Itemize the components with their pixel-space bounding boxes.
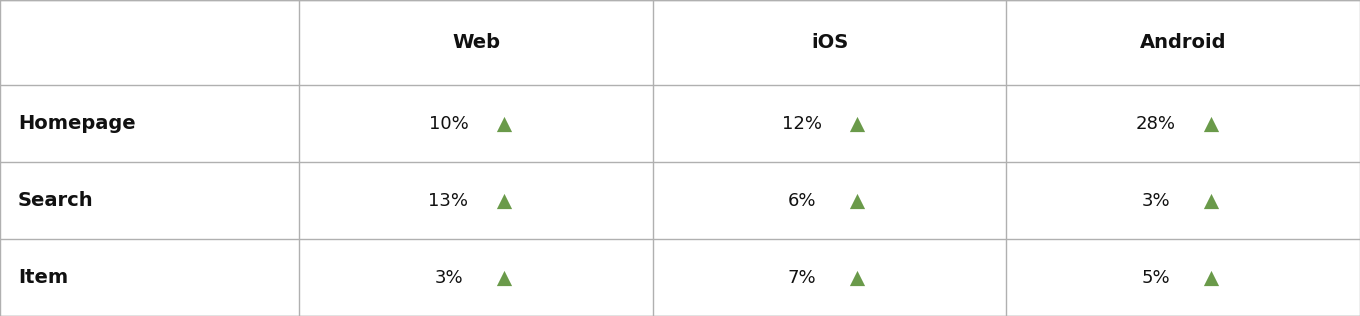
Text: Web: Web (452, 33, 500, 52)
Text: 10%: 10% (428, 115, 468, 133)
Point (1200, 198, 1221, 203)
Text: 12%: 12% (782, 115, 821, 133)
Text: Android: Android (1140, 33, 1227, 52)
Text: 7%: 7% (787, 269, 816, 287)
Text: Homepage: Homepage (18, 114, 136, 133)
Text: 3%: 3% (1141, 192, 1170, 210)
Text: Search: Search (18, 191, 94, 210)
Text: 5%: 5% (1141, 269, 1170, 287)
Point (492, 275, 514, 280)
Text: 6%: 6% (787, 192, 816, 210)
Point (846, 275, 868, 280)
Text: 3%: 3% (434, 269, 462, 287)
Point (492, 121, 514, 126)
Point (492, 198, 514, 203)
Point (1200, 121, 1221, 126)
Text: Item: Item (18, 268, 68, 287)
Text: 13%: 13% (428, 192, 468, 210)
Text: iOS: iOS (811, 33, 849, 52)
Point (846, 198, 868, 203)
Text: 28%: 28% (1136, 115, 1175, 133)
Point (846, 121, 868, 126)
Point (1200, 275, 1221, 280)
